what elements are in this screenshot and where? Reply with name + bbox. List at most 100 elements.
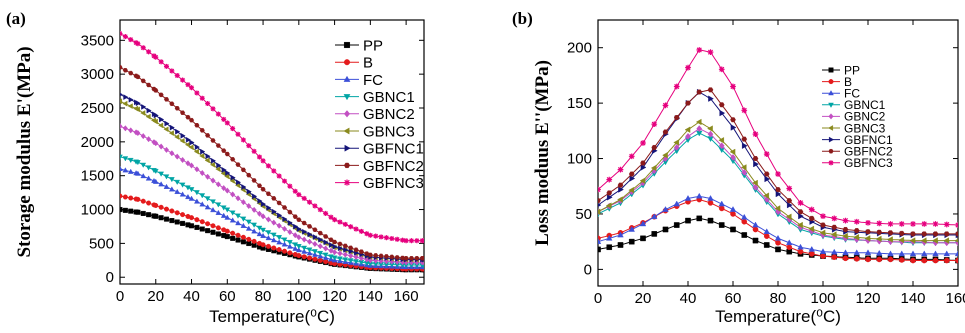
data-point xyxy=(188,117,195,123)
legend-label: PP xyxy=(844,63,860,77)
data-point xyxy=(276,247,282,253)
data-point xyxy=(180,132,186,139)
data-point xyxy=(729,206,737,212)
data-point xyxy=(752,237,759,244)
data-point xyxy=(122,68,128,73)
data-point xyxy=(786,201,793,209)
series-gbfnc2 xyxy=(598,87,958,237)
data-point xyxy=(651,121,658,128)
data-point xyxy=(367,232,373,238)
data-point xyxy=(954,250,958,257)
data-point xyxy=(606,194,613,201)
data-point xyxy=(598,246,601,253)
x-tick-label: 160 xyxy=(394,288,419,305)
data-point xyxy=(240,234,246,240)
data-point xyxy=(122,34,128,40)
data-point xyxy=(343,246,349,253)
data-point xyxy=(205,173,211,180)
data-point xyxy=(830,231,837,238)
data-point xyxy=(786,244,793,250)
data-point xyxy=(673,83,680,90)
data-point xyxy=(210,199,216,205)
data-point xyxy=(353,253,359,261)
data-point xyxy=(251,148,257,154)
data-point xyxy=(421,256,424,261)
data-point xyxy=(120,165,123,171)
data-point xyxy=(741,232,748,238)
x-axis-title: Temperature(⁰C) xyxy=(209,307,335,326)
data-point xyxy=(277,212,283,219)
data-point xyxy=(140,45,146,51)
data-point xyxy=(383,235,389,241)
data-point xyxy=(158,59,164,65)
data-point xyxy=(174,179,181,185)
y-tick-label: 500 xyxy=(89,235,114,252)
chart-panel-b: 020406080100120140160050100150200PPBFCGB… xyxy=(512,9,965,326)
data-point xyxy=(140,173,147,179)
legend-marker xyxy=(828,79,834,85)
data-point xyxy=(639,177,646,184)
data-point xyxy=(260,242,266,248)
series-gbnc2 xyxy=(598,125,958,247)
data-point xyxy=(307,224,313,229)
legend-label: GBNC2 xyxy=(844,110,886,124)
data-point xyxy=(246,188,252,195)
data-point xyxy=(920,237,927,244)
data-point xyxy=(153,112,159,119)
y-axis-title: Loss moduus E''(MPa) xyxy=(532,60,553,246)
data-point xyxy=(651,213,658,220)
data-point xyxy=(271,168,277,174)
data-point xyxy=(122,125,128,132)
y-tick-label: 1500 xyxy=(81,168,114,185)
data-point xyxy=(205,228,211,234)
x-tick-label: 100 xyxy=(286,288,311,305)
data-point xyxy=(685,132,691,140)
data-point xyxy=(307,199,313,205)
data-point xyxy=(215,143,221,148)
data-point xyxy=(135,160,141,166)
data-point xyxy=(169,150,175,157)
data-point xyxy=(230,230,236,236)
data-point xyxy=(312,227,318,232)
data-point xyxy=(179,137,185,144)
data-point xyxy=(240,167,246,173)
data-point xyxy=(169,124,175,131)
data-point xyxy=(307,255,313,261)
data-point xyxy=(741,218,748,225)
x-tick-label: 40 xyxy=(680,290,697,307)
data-point xyxy=(864,249,872,256)
data-point xyxy=(842,217,849,224)
data-point xyxy=(332,249,338,256)
data-point xyxy=(158,92,164,98)
data-point xyxy=(185,193,191,200)
data-point xyxy=(876,249,883,256)
data-point xyxy=(752,221,759,228)
data-point xyxy=(662,102,669,109)
data-point xyxy=(301,236,307,243)
data-point xyxy=(394,255,400,260)
data-point xyxy=(164,120,170,127)
data-point xyxy=(261,201,267,207)
data-point xyxy=(276,239,283,245)
data-point xyxy=(145,165,152,171)
data-point xyxy=(128,37,134,43)
data-point xyxy=(163,63,170,69)
y-tick-label: 100 xyxy=(567,151,592,168)
data-point xyxy=(718,205,725,212)
data-point xyxy=(260,158,266,164)
data-point xyxy=(753,160,759,168)
data-point xyxy=(707,200,714,206)
data-point xyxy=(169,218,175,224)
data-point xyxy=(205,101,211,107)
data-point xyxy=(246,241,252,247)
data-point xyxy=(332,217,338,223)
data-point xyxy=(120,92,124,97)
data-point xyxy=(741,136,748,142)
data-point xyxy=(256,183,263,188)
data-point xyxy=(943,237,950,244)
data-point xyxy=(819,248,827,254)
data-point xyxy=(246,143,252,149)
data-point xyxy=(955,231,958,237)
data-point xyxy=(153,202,159,208)
data-point xyxy=(301,245,308,251)
